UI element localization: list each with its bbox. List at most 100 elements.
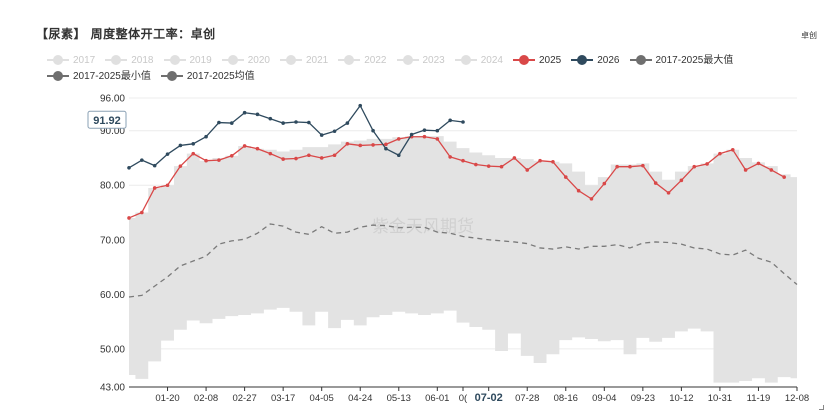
series-2026-point [281,121,285,125]
legend-item-2025[interactable]: 2025 [513,53,561,69]
series-2025-line [128,136,785,219]
legend-marker-icon [105,55,128,66]
legend-item-avg[interactable]: 2017-2025均值 [160,69,255,85]
resize-handle-icon[interactable] [819,405,824,410]
series-2025-point [127,216,131,220]
series-2025-point [692,164,697,169]
series-2025-point [152,186,157,190]
series-2025-point [422,134,427,139]
x-tick-label: 09-23 [631,393,655,404]
series-2025-point [576,188,581,193]
legend-item-2022[interactable]: 2022 [338,53,387,69]
x-tick-label: 03-17 [271,393,295,404]
legend-item-2017[interactable]: 2017 [47,53,95,69]
legend-item-2021[interactable]: 2021 [280,53,328,69]
legend-label: 2026 [597,55,620,66]
series-2025-point [653,181,658,185]
series-2025-point [782,175,786,179]
x-tick-label: 02-08 [194,393,218,404]
y-tick-label: 90.00 [100,126,125,137]
legend-item-2019[interactable]: 2019 [163,53,212,69]
series-2025-point [730,148,735,152]
legend-marker-icon [160,71,183,82]
series-2025-point [743,168,748,172]
series-2025-point [499,164,504,169]
series-2026-point [396,153,401,158]
series-2025-point [589,197,594,201]
series-2026-point [294,120,298,124]
series-2026-point [204,134,208,139]
series-2025-point [769,168,774,172]
x-tick-label: 09-04 [592,393,616,404]
series-2025-point [358,143,363,148]
legend-item-2024[interactable]: 2024 [454,53,503,69]
series-2026-point [191,142,196,146]
y-tick-label: 96.00 [100,94,125,105]
series-2025-point [563,175,568,179]
chart-legend: 2017 2018 2019 2020 2021 2022 2023 2024 2025 2026… [47,53,817,85]
hover-value-label: 91.92 [93,115,121,127]
legend-item-2023[interactable]: 2023 [396,53,445,69]
series-2026-point [152,163,157,168]
series-2025-point [486,164,491,168]
series-2026-point [435,128,440,133]
legend-label: 2018 [131,55,154,66]
series-2025-point [474,162,478,167]
legend-marker-icon [338,55,361,66]
x-tick-label: 10-12 [669,393,693,404]
y-tick-label: 60.00 [100,290,125,301]
series-2025-point [512,156,517,160]
series-2025-point [756,161,761,166]
legend-marker-icon [571,55,594,66]
legend-marker-icon [454,55,477,66]
legend-item-min[interactable]: 2017-2025最小值 [47,69,151,85]
legend-label: 2017-2025最大值 [655,55,734,66]
series-2026-point [229,121,234,125]
series-2025-point [191,151,196,156]
legend-label: 2019 [189,55,212,66]
x-tick-label: 08-16 [554,393,578,404]
series-2026-point [165,152,170,156]
legend-item-max[interactable]: 2017-2025最大值 [629,53,734,69]
x-tick-label: 01-20 [155,393,179,404]
series-2026-point [255,112,260,117]
series-2025-point [679,178,684,183]
x-tick-label: 06-01 [425,393,449,404]
series-2025-point [255,146,260,151]
x-tick-label: 0( [459,393,468,404]
legend-marker-icon [221,55,244,66]
series-2025-point [268,151,273,156]
series-2026-point [345,121,350,125]
legend-label: 2021 [306,55,329,66]
series-2025-point [615,164,619,169]
brand-logo: 卓创 [801,31,817,40]
y-tick-label: 43.00 [100,383,125,394]
legend-marker-icon [47,55,69,66]
series-2025-point [628,164,632,169]
legend-label: 2022 [364,55,387,66]
series-2025-point [217,158,221,162]
series-2026-point [422,128,427,132]
legend-marker-icon [47,71,69,82]
legend-marker-icon [280,55,302,66]
x-tick-label: 10-31 [708,393,732,404]
series-2026-point [242,110,247,115]
series-2025-point [435,137,440,141]
legend-item-2020[interactable]: 2020 [221,53,270,69]
x-tick-label: 05-13 [387,393,411,404]
legend-item-2026[interactable]: 2026 [571,53,620,69]
legend-item-2018[interactable]: 2018 [105,53,154,69]
series-2025-point [307,153,311,158]
series-2026-point [358,103,363,108]
series-2026-point [371,128,375,133]
legend-label: 2017 [73,55,96,66]
series-2025-point [345,142,350,146]
series-2026-point [461,120,465,124]
legend-marker-icon [629,55,652,66]
series-2025-point [538,158,542,163]
series-2026-point [178,143,183,148]
x-tick-label: 07-28 [515,393,539,404]
series-2025-point [204,158,208,163]
legend-marker-icon [513,55,535,66]
